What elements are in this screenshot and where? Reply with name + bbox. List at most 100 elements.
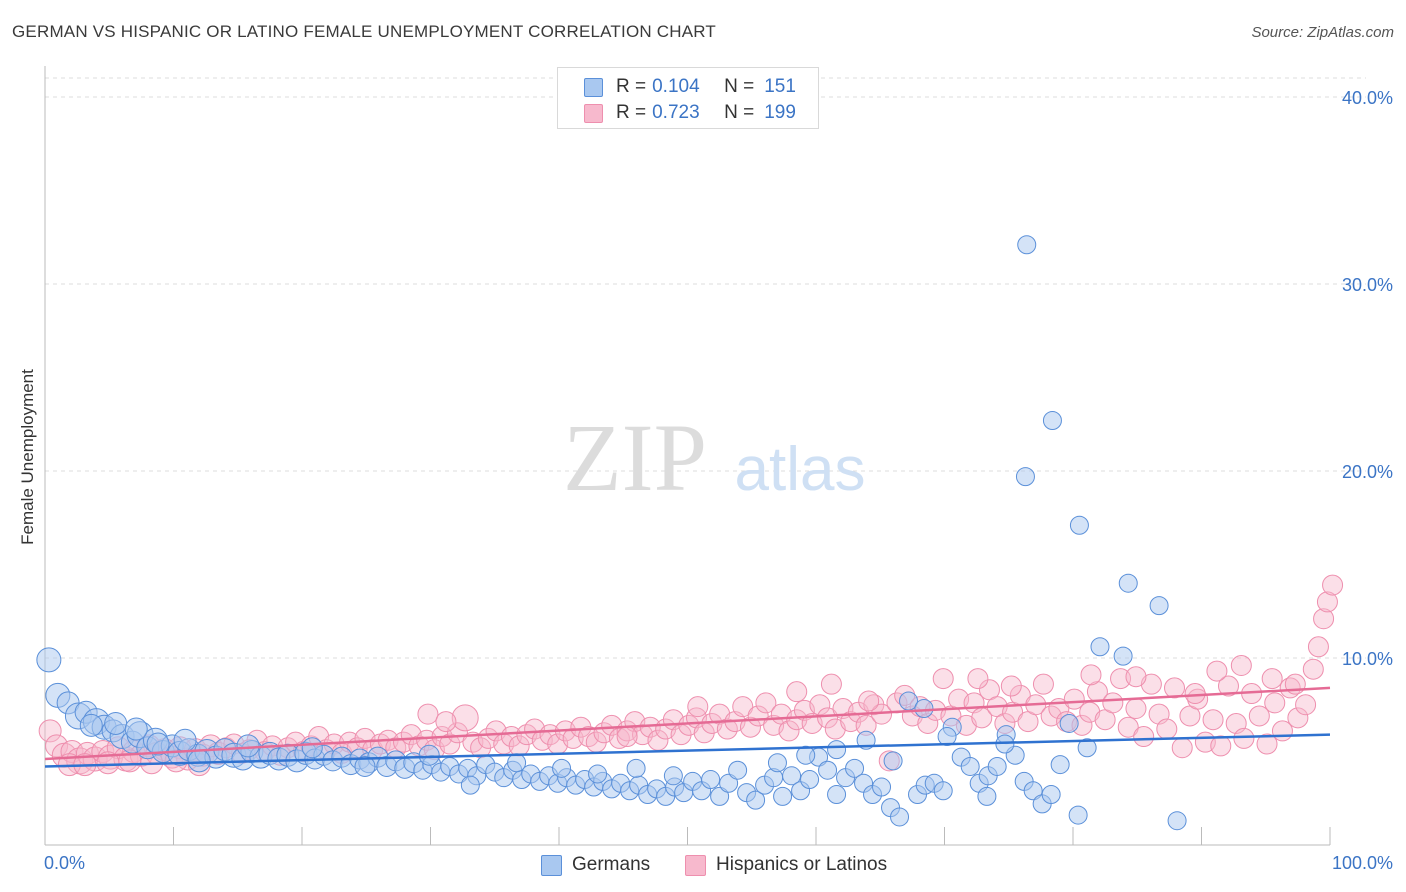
hispanic-point <box>1210 735 1232 757</box>
hispanic-point <box>1184 683 1206 705</box>
hispanic-point <box>1102 692 1124 714</box>
legend-n-value: 199 <box>764 102 796 123</box>
hispanic-point <box>1117 716 1139 738</box>
hispanic-point <box>1316 591 1338 613</box>
legend-r-label: R = <box>616 76 647 97</box>
german-point <box>701 770 721 790</box>
german-point <box>933 781 953 801</box>
hispanic-point <box>1217 675 1239 697</box>
hispanic-point <box>678 714 700 736</box>
german-point <box>960 756 980 776</box>
german-point <box>301 737 323 759</box>
germans-points <box>36 235 1187 831</box>
chart-title: GERMAN VS HISPANIC OR LATINO FEMALE UNEM… <box>12 22 717 41</box>
hispanics-legend-swatch <box>685 854 706 876</box>
german-point <box>1023 781 1043 801</box>
german-point <box>800 770 820 790</box>
german-point <box>354 755 376 777</box>
germans-swatch <box>584 77 603 97</box>
hispanic-point <box>809 694 831 716</box>
german-point <box>1068 805 1088 825</box>
hispanic-point <box>1256 733 1278 755</box>
hispanic-point <box>817 707 839 729</box>
germans-legend-label: Germans <box>572 854 651 875</box>
legend-r-value: 0.104 <box>652 76 700 97</box>
german-point <box>1077 738 1097 758</box>
y-tick-label: 30.0% <box>1342 275 1393 295</box>
german-point <box>987 756 1007 776</box>
german-point <box>728 760 748 780</box>
hispanic-point <box>1202 709 1224 731</box>
german-point <box>773 786 793 806</box>
hispanic-point <box>1063 688 1085 710</box>
german-point <box>1069 515 1089 535</box>
german-point <box>173 728 197 752</box>
german-point <box>236 734 260 758</box>
watermark: ZIP atlas <box>563 404 865 511</box>
hispanic-point <box>616 726 638 748</box>
german-point <box>1041 785 1061 805</box>
hispanics-swatch <box>584 103 603 123</box>
hispanic-point <box>739 716 761 738</box>
german-point <box>1090 637 1110 657</box>
hispanic-point <box>1206 660 1228 682</box>
hispanic-point <box>1322 574 1344 596</box>
germans-legend-swatch <box>541 854 562 876</box>
hispanic-point <box>1171 737 1193 759</box>
axes <box>44 66 1331 846</box>
watermark-atlas: atlas <box>735 435 866 504</box>
hispanic-point <box>967 668 989 690</box>
legend-n-label: N = <box>724 76 755 97</box>
german-point <box>1113 646 1133 666</box>
german-point <box>796 745 816 765</box>
german-point <box>710 786 730 806</box>
hispanic-point <box>687 696 709 718</box>
hispanic-point <box>820 673 842 695</box>
hispanic-point <box>1140 673 1162 695</box>
german-point <box>1015 467 1035 487</box>
hispanic-point <box>1110 668 1132 690</box>
hispanic-point <box>1233 727 1255 749</box>
hispanic-point <box>439 733 461 755</box>
hispanic-point <box>1125 666 1147 688</box>
hispanic-point <box>824 718 846 740</box>
german-point <box>1017 235 1037 255</box>
german-point <box>104 711 128 735</box>
hispanic-point <box>932 668 954 690</box>
hispanic-point <box>1307 636 1329 658</box>
hispanic-point <box>1248 705 1270 727</box>
german-point <box>827 740 847 760</box>
german-point <box>872 777 892 797</box>
german-point <box>187 749 211 773</box>
stats-legend: R = 0.104 N = 151 R = 0.723 N = 199 <box>557 67 819 129</box>
legend-r-label: R = <box>616 102 647 123</box>
german-point <box>146 732 170 756</box>
hispanic-point <box>778 720 800 742</box>
bottom-legend-hispanics: Hispanics or Latinos <box>685 852 887 878</box>
german-point <box>552 758 572 778</box>
hispanic-point <box>1000 675 1022 697</box>
german-point <box>746 790 766 810</box>
trend-lines <box>44 686 1331 768</box>
german-point <box>937 727 957 747</box>
german-point <box>460 775 480 795</box>
german-point <box>124 717 148 741</box>
german-point <box>1059 713 1079 733</box>
grid-lines <box>45 77 1366 659</box>
hispanics-legend-label: Hispanics or Latinos <box>716 854 888 875</box>
y-tick-label: 20.0% <box>1342 462 1393 482</box>
hispanic-point <box>1295 694 1317 716</box>
hispanic-point <box>732 696 754 718</box>
tick-labels: 10.0% 20.0% 30.0% 40.0% 0.0% 100.0% <box>44 88 1393 873</box>
german-point <box>79 713 103 737</box>
hispanic-point <box>1133 726 1155 748</box>
german-point <box>1118 573 1138 593</box>
legend-n-value: 151 <box>764 76 796 97</box>
hispanic-point <box>562 727 584 749</box>
hispanics-trend-line <box>44 686 1331 761</box>
hispanic-point <box>38 719 62 743</box>
y-tick-label: 10.0% <box>1342 649 1393 669</box>
hispanic-point <box>435 711 457 733</box>
german-point <box>36 647 62 673</box>
